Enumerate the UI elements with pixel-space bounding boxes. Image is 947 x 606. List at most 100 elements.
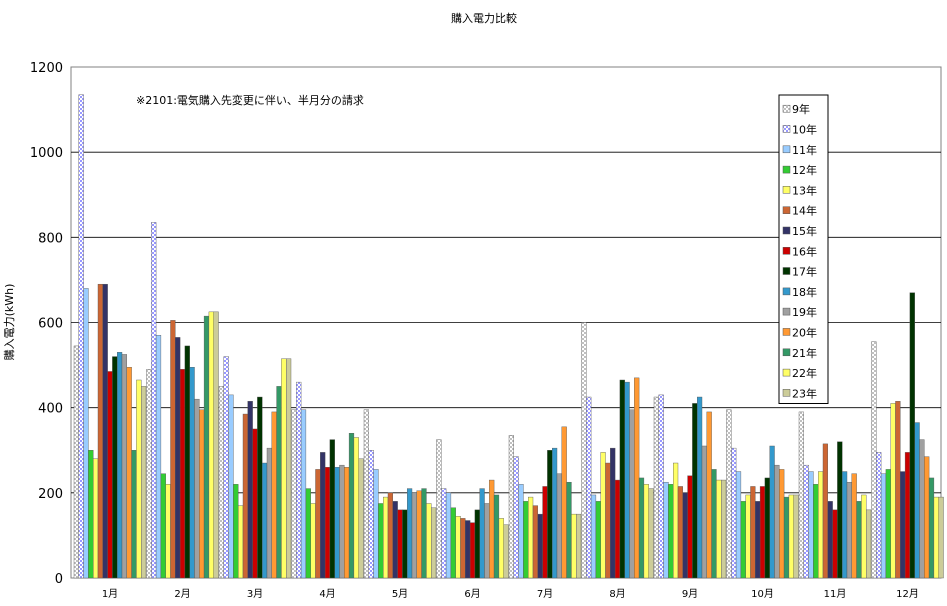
bar xyxy=(919,439,925,579)
legend-swatch xyxy=(782,206,791,214)
legend-swatch xyxy=(782,247,791,255)
bar xyxy=(523,501,529,579)
bar xyxy=(513,456,519,579)
bar xyxy=(489,479,495,579)
bar xyxy=(421,488,427,579)
bar xyxy=(320,452,326,579)
bar xyxy=(252,428,258,579)
bar xyxy=(600,452,606,579)
x-tick-label: 4月 xyxy=(319,588,335,600)
bar xyxy=(373,469,379,579)
bar xyxy=(179,369,186,579)
x-tick-label: 2月 xyxy=(174,588,190,600)
bar xyxy=(518,484,524,579)
bar xyxy=(296,381,302,579)
bar xyxy=(726,409,732,579)
y-tick-label: 800 xyxy=(38,231,63,246)
bar xyxy=(348,433,355,579)
y-tick-label: 0 xyxy=(55,572,63,587)
bar xyxy=(257,396,263,579)
bar xyxy=(194,398,200,579)
y-tick-label: 600 xyxy=(38,317,63,332)
bar xyxy=(465,520,471,579)
bar xyxy=(861,494,867,579)
bar xyxy=(581,322,587,579)
bar xyxy=(136,379,142,579)
bar xyxy=(634,377,640,579)
bar xyxy=(880,473,887,579)
legend-swatch xyxy=(782,186,791,194)
legend-label: 11年 xyxy=(792,143,817,157)
bar xyxy=(673,462,679,579)
bar xyxy=(474,509,480,579)
x-tick-label: 11月 xyxy=(824,588,847,600)
bar xyxy=(387,492,394,579)
bar xyxy=(503,524,509,579)
bar xyxy=(933,496,939,579)
bar xyxy=(846,481,853,579)
x-tick-label: 12月 xyxy=(896,588,919,600)
bar xyxy=(629,409,635,579)
y-tick-label: 400 xyxy=(38,402,63,417)
bar xyxy=(677,486,684,579)
bar xyxy=(716,479,722,579)
legend-label: 21年 xyxy=(792,346,817,360)
bar xyxy=(247,401,253,579)
legend-label: 10年 xyxy=(792,122,817,136)
bar xyxy=(532,505,539,579)
bar xyxy=(344,467,350,579)
bar xyxy=(262,462,268,579)
bar xyxy=(102,283,108,579)
bar xyxy=(731,447,737,579)
legend-label: 20年 xyxy=(792,325,817,339)
bar xyxy=(315,469,321,579)
bar xyxy=(798,411,805,579)
bar xyxy=(199,409,205,579)
bar xyxy=(121,354,128,579)
bar xyxy=(701,445,708,579)
bar xyxy=(213,311,219,579)
legend-label: 19年 xyxy=(792,305,817,319)
bar xyxy=(827,501,833,579)
bar xyxy=(493,494,500,579)
bar xyxy=(813,484,819,579)
bar xyxy=(866,509,872,579)
bar xyxy=(750,486,756,579)
legend-swatch xyxy=(782,287,791,296)
legend-swatch xyxy=(782,267,791,275)
bar xyxy=(286,358,292,579)
bar xyxy=(876,452,882,579)
bar xyxy=(605,462,611,579)
legend-label: 23年 xyxy=(792,386,817,400)
bar xyxy=(745,494,751,579)
bar xyxy=(223,356,229,579)
bar xyxy=(508,435,515,579)
bar xyxy=(687,475,693,579)
legend-label: 12年 xyxy=(792,163,817,177)
bar xyxy=(281,358,287,579)
bar xyxy=(808,471,814,579)
bar xyxy=(184,345,190,579)
legend-swatch xyxy=(782,389,791,397)
legend-label: 22年 xyxy=(792,366,817,380)
bar xyxy=(151,222,157,579)
bar xyxy=(793,494,799,579)
bar xyxy=(706,411,712,579)
bar xyxy=(764,477,770,579)
bar xyxy=(358,458,364,579)
legend-label: 9年 xyxy=(792,102,810,116)
bar xyxy=(837,441,843,579)
legend-swatch xyxy=(782,125,791,133)
bar xyxy=(900,471,906,579)
bar xyxy=(818,471,824,579)
bar xyxy=(832,509,838,579)
bar xyxy=(97,283,104,579)
bar xyxy=(441,488,447,579)
bar xyxy=(619,379,625,579)
bar xyxy=(740,501,746,579)
bar xyxy=(566,481,572,579)
bar xyxy=(378,503,384,579)
bar xyxy=(392,501,398,579)
bar xyxy=(721,479,727,579)
